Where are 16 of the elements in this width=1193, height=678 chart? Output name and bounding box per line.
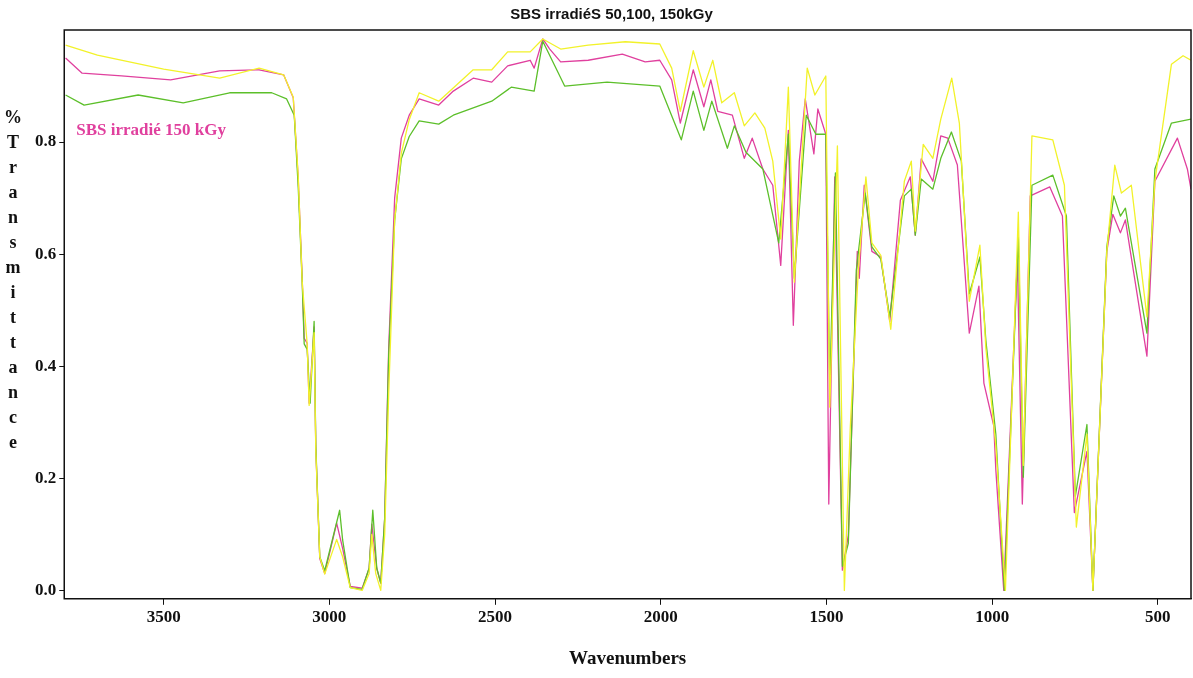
x-tick-label: 3500	[146, 607, 181, 627]
text: % Transmittance	[4, 107, 22, 452]
x-tick-label: 2000	[643, 607, 678, 627]
x-tick-label: 500	[1145, 607, 1171, 627]
x-tick-label: 1500	[809, 607, 844, 627]
y-tick-label: 0.4	[35, 355, 57, 375]
text: SBS irradié 150 kGy	[76, 119, 227, 139]
y-tick-label: 0.2	[35, 467, 57, 487]
y-tick-label: 0.0	[35, 579, 57, 599]
y-tick-label: 0.8	[35, 131, 57, 151]
x-axis-title: Wavenumbers	[569, 646, 687, 668]
x-tick-label: 3000	[312, 607, 347, 627]
y-tick-label: 0.6	[35, 243, 57, 263]
chart-title: SBS irradiéS 50,100, 150kGy	[510, 5, 714, 23]
x-tick-label: 1000	[975, 607, 1010, 627]
x-tick-label: 2500	[478, 607, 513, 627]
